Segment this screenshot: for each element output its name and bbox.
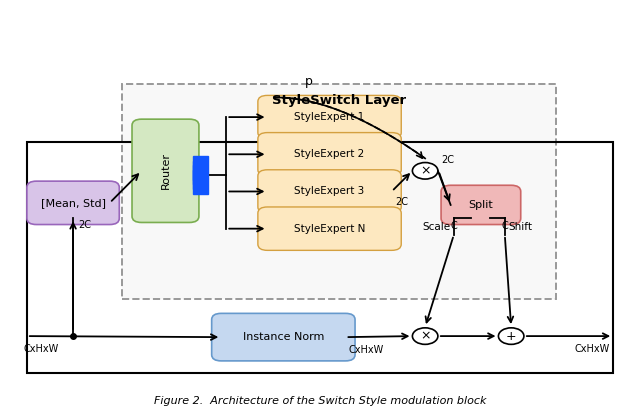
Text: [Mean, Std]: [Mean, Std] [40,198,106,208]
Text: C: C [451,221,457,231]
Text: Scale: Scale [422,222,451,232]
FancyBboxPatch shape [258,95,401,139]
Text: Split: Split [468,200,493,210]
Bar [193,161,205,189]
Text: StyleSwitch Layer: StyleSwitch Layer [272,94,406,107]
Text: CxHxW: CxHxW [575,344,610,354]
FancyBboxPatch shape [212,313,355,361]
Text: Router: Router [161,152,170,189]
Text: ×: × [420,164,430,177]
Text: StyleExpert N: StyleExpert N [294,224,365,234]
Circle shape [412,328,438,344]
Text: +: + [506,329,516,343]
Text: 2C: 2C [395,197,408,207]
Text: 2C: 2C [78,220,91,230]
Circle shape [499,328,524,344]
Text: Instance Norm: Instance Norm [243,332,324,342]
Text: StyleExpert 2: StyleExpert 2 [294,149,365,159]
FancyBboxPatch shape [258,133,401,176]
Text: CxHxW: CxHxW [349,344,384,354]
Text: StyleExpert 3: StyleExpert 3 [294,186,365,196]
FancyBboxPatch shape [258,170,401,213]
Text: CxHxW: CxHxW [24,344,59,354]
Bar [193,166,202,184]
Text: Shift: Shift [508,222,532,232]
FancyBboxPatch shape [27,181,119,225]
FancyBboxPatch shape [132,119,199,223]
Text: 2C: 2C [441,155,454,165]
Text: StyleExpert 1: StyleExpert 1 [294,112,365,122]
Text: Figure 2.  Architecture of the Switch Style modulation block: Figure 2. Architecture of the Switch Sty… [154,396,486,406]
Bar [193,170,199,180]
Text: ×: × [420,329,430,343]
Text: p: p [305,75,313,88]
Text: C: C [501,221,508,231]
FancyBboxPatch shape [441,185,521,225]
Bar [193,156,209,193]
FancyBboxPatch shape [258,207,401,250]
Bar [27,142,613,373]
Circle shape [412,163,438,179]
FancyBboxPatch shape [122,84,556,299]
